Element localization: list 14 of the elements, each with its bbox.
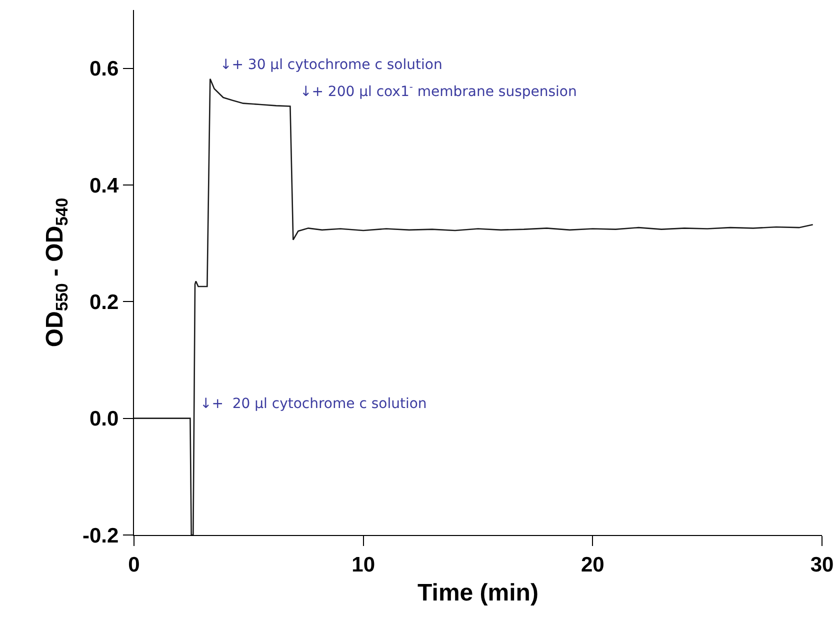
x-tick-label: 30 bbox=[810, 553, 834, 576]
x-axis-title: Time (min) bbox=[418, 580, 538, 607]
line-series bbox=[134, 78, 814, 535]
annotation: ↓+ 20 µl cytochrome c solution bbox=[200, 396, 427, 412]
x-tick-label: 10 bbox=[352, 553, 376, 576]
annotation: ↓+ 30 µl cytochrome c solution bbox=[220, 57, 442, 73]
y-tick-label: 0.6 bbox=[89, 58, 119, 81]
x-tick-label: 20 bbox=[580, 553, 604, 576]
annotation: ↓+ 200 µl cox1$^{-}$ membrane suspension bbox=[300, 82, 577, 100]
y-tick-label: 0.0 bbox=[89, 408, 119, 431]
y-tick-label: -0.2 bbox=[82, 524, 119, 548]
y-tick-label: 0.2 bbox=[89, 291, 119, 314]
x-tick-label: 0 bbox=[128, 553, 140, 576]
y-tick-label: 0.4 bbox=[89, 174, 120, 198]
